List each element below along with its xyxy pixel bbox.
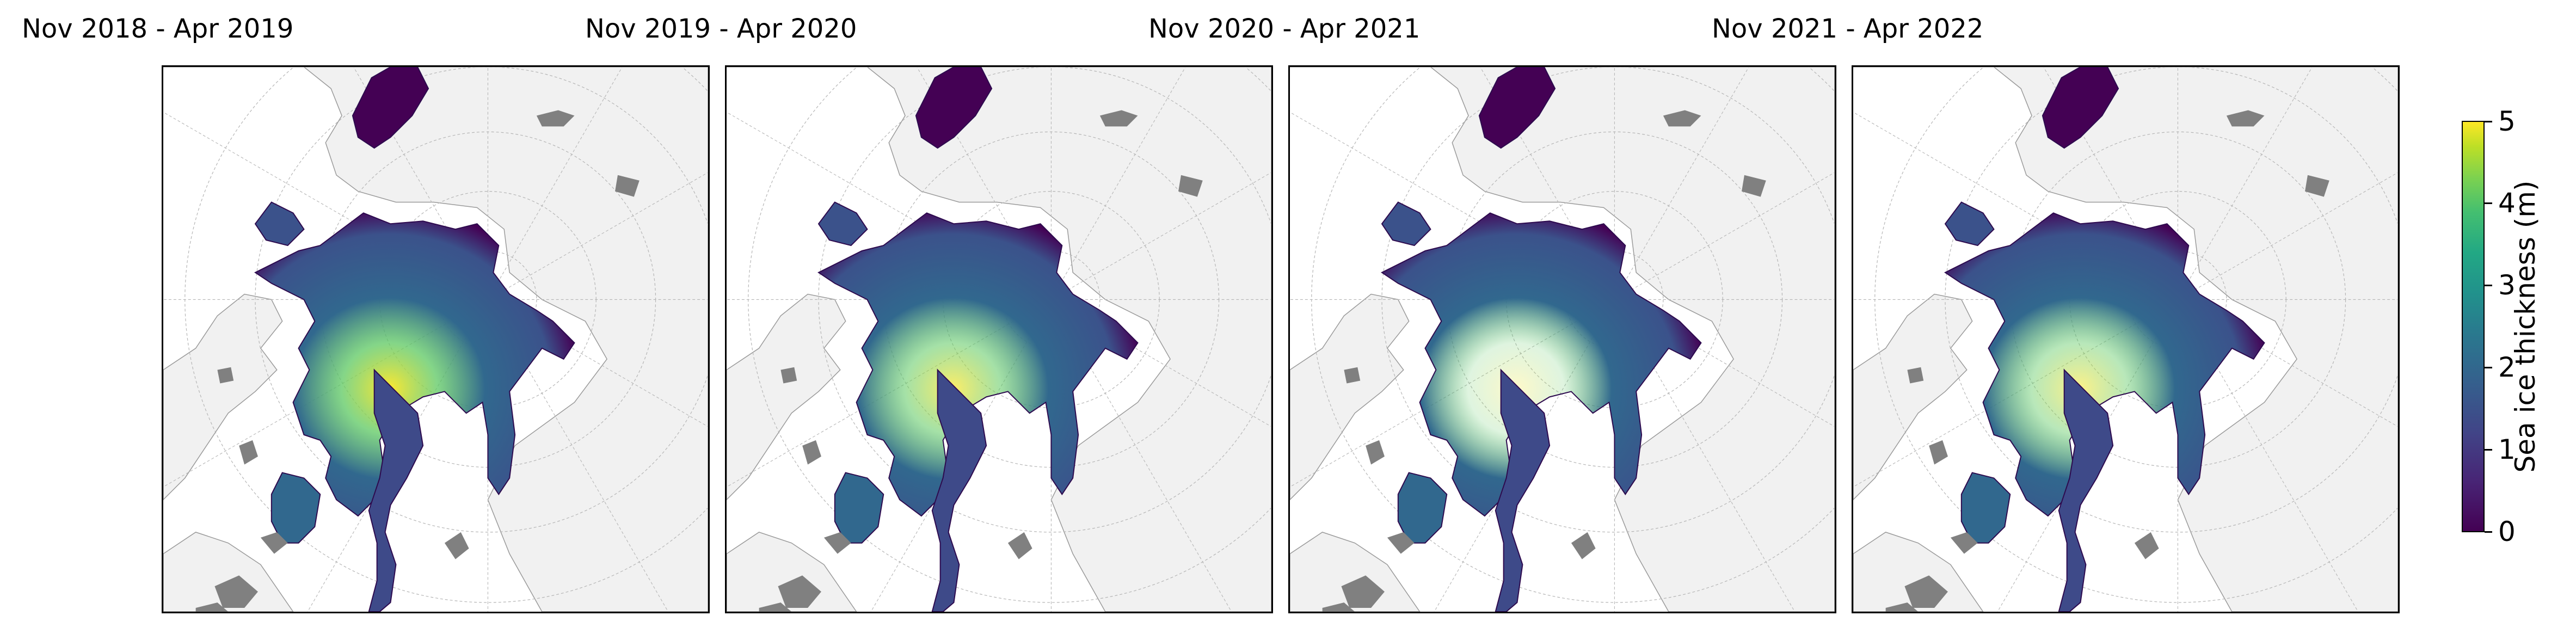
lake-shape <box>2226 110 2265 127</box>
lake-shape <box>1929 440 1948 465</box>
sea-ice-okhotsk <box>254 201 305 247</box>
lake-shape <box>444 532 469 559</box>
colorbar-label: Sea ice thickness (m) <box>2510 180 2541 473</box>
colorbar-tick-label: 5 <box>2498 106 2516 137</box>
lake-shape <box>1742 175 1766 197</box>
colorbar-tick-label: 0 <box>2498 516 2516 547</box>
sea-ice-okhotsk <box>817 201 868 247</box>
colorbar-tick-label: 2 <box>2498 352 2516 383</box>
lake-shape <box>217 367 234 384</box>
lake-shape <box>1341 575 1385 608</box>
lake-shape <box>823 532 851 554</box>
colorbar-tick-label: 1 <box>2498 434 2516 465</box>
lake-shape <box>1907 367 1924 384</box>
lake-shape <box>780 367 797 384</box>
panel-title-3: Nov 2020 - Apr 2021 <box>1148 14 1421 44</box>
map-panel-3 <box>1288 65 1836 613</box>
lake-shape <box>536 110 575 127</box>
lake-shape <box>1387 532 1415 554</box>
sea-ice-hudson <box>1397 472 1448 544</box>
lake-shape <box>759 602 792 612</box>
colorbar-tick <box>2485 285 2492 286</box>
lake-shape <box>1178 175 1203 197</box>
sea-ice-okhotsk <box>1381 201 1431 247</box>
lake-shape <box>239 440 258 465</box>
lake-shape <box>1885 602 1919 612</box>
sea-ice-bering <box>915 67 993 149</box>
lake-shape <box>214 575 258 608</box>
lake-shape <box>615 175 640 197</box>
lake-shape <box>1904 575 1948 608</box>
panel-title-1: Nov 2018 - Apr 2019 <box>22 14 294 44</box>
sea-ice-baffin <box>931 368 987 612</box>
lake-shape <box>1099 110 1138 127</box>
panel-title-2: Nov 2019 - Apr 2020 <box>585 14 857 44</box>
sea-ice-baffin <box>1495 368 1551 612</box>
sea-ice-okhotsk <box>1944 201 1995 247</box>
colorbar-tick <box>2485 367 2492 368</box>
sea-ice-bering <box>352 67 429 149</box>
polar-map <box>163 67 708 612</box>
colorbar-tick <box>2485 449 2492 451</box>
polar-map <box>1853 67 2398 612</box>
lake-shape <box>1571 532 1596 559</box>
sea-ice-bering <box>2042 67 2119 149</box>
lake-shape <box>260 532 288 554</box>
colorbar-tick <box>2485 531 2492 533</box>
lake-shape <box>1366 440 1385 465</box>
colorbar-tick-label: 4 <box>2498 187 2516 219</box>
colorbar-tick <box>2485 121 2492 122</box>
polar-map <box>727 67 1271 612</box>
sea-ice-arctic <box>1944 212 2265 517</box>
sea-ice-hudson <box>834 472 884 544</box>
lake-shape <box>2305 175 2329 197</box>
sea-ice-bering <box>1478 67 1556 149</box>
sea-ice-baffin <box>2058 368 2114 612</box>
sea-ice-arctic <box>817 212 1139 517</box>
sea-ice-arctic <box>1381 212 1702 517</box>
map-panel-4 <box>1852 65 2400 613</box>
lake-shape <box>1663 110 1701 127</box>
lake-shape <box>1344 367 1361 384</box>
panel-title-4: Nov 2021 - Apr 2022 <box>1712 14 1984 44</box>
map-panel-1 <box>162 65 710 613</box>
sea-ice-arctic <box>254 212 575 517</box>
lake-shape <box>802 440 821 465</box>
lake-shape <box>2134 532 2159 559</box>
colorbar-tick <box>2485 202 2492 204</box>
lake-shape <box>1950 532 1978 554</box>
lake-shape <box>778 575 821 608</box>
map-panel-2 <box>725 65 1273 613</box>
colorbar-tick-label: 3 <box>2498 269 2516 301</box>
lake-shape <box>1322 602 1355 612</box>
colorbar <box>2462 121 2485 532</box>
sea-ice-baffin <box>368 368 424 612</box>
lake-shape <box>1007 532 1032 559</box>
sea-ice-hudson <box>270 472 321 544</box>
polar-map <box>1290 67 1835 612</box>
sea-ice-hudson <box>1960 472 2011 544</box>
